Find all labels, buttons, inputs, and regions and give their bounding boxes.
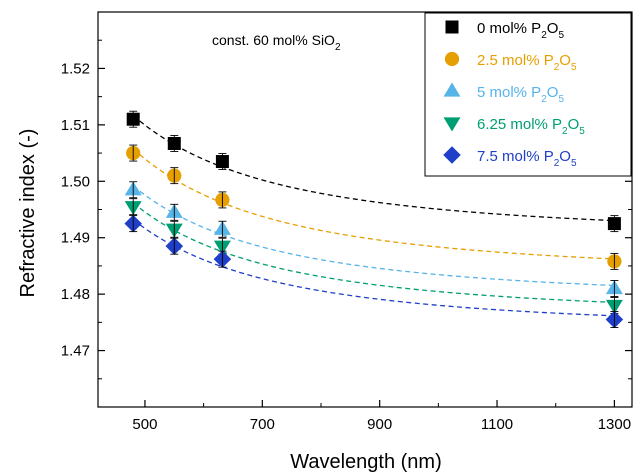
annotation: const. 60 mol% SiO2	[212, 32, 341, 53]
fit-curve	[132, 148, 615, 260]
x-tick-label: 1300	[598, 416, 631, 433]
legend-marker	[443, 146, 461, 164]
x-tick-label: 500	[132, 416, 157, 433]
fit-curves	[132, 115, 615, 317]
x-tick-label: 1100	[481, 416, 513, 433]
y-tick-label: 1.50	[61, 173, 90, 190]
y-tick-label: 1.52	[61, 60, 90, 77]
y-axis-label: Refractive index (-)	[17, 129, 39, 298]
y-tick-label: 1.47	[61, 343, 90, 360]
legend-box	[424, 12, 632, 177]
x-tick-label: 900	[367, 416, 392, 433]
x-tick-label: 700	[250, 416, 275, 433]
y-tick-label: 1.49	[61, 230, 90, 247]
legend-label: 6.25 mol% P2O5	[477, 116, 585, 137]
legend-label: 5 mol% P2O5	[477, 84, 564, 105]
legend-marker	[443, 117, 461, 132]
legend: 0 mol% P2O5 2.5 mol% P2O5 5 mol% P2O5 6.25 …	[424, 12, 632, 177]
y-tick-label: 1.48	[61, 286, 90, 303]
legend-label: 7.5 mol% P2O5	[477, 148, 577, 169]
fit-curve	[132, 185, 615, 287]
legend-label: 2.5 mol% P2O5	[477, 52, 577, 73]
fit-curve	[132, 115, 615, 222]
y-tick-label: 1.51	[61, 117, 90, 134]
fit-curve	[132, 202, 615, 304]
legend-marker	[444, 51, 460, 67]
legend-marker	[445, 20, 459, 34]
fit-curve	[132, 219, 615, 317]
data-points	[124, 110, 624, 329]
legend-marker	[443, 82, 461, 97]
legend-label: 0 mol% P2O5	[477, 20, 564, 41]
x-axis-label: Wavelength (nm)	[290, 451, 442, 473]
